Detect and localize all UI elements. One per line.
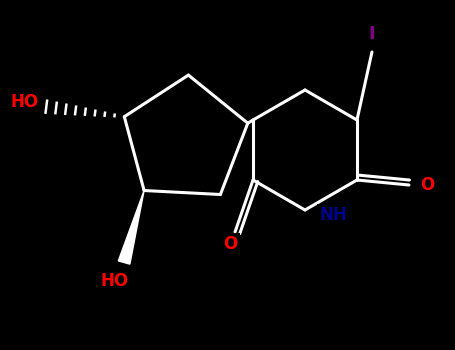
- Text: HO: HO: [100, 272, 128, 289]
- Text: O: O: [420, 176, 434, 194]
- Polygon shape: [118, 190, 144, 264]
- Text: HO: HO: [10, 93, 38, 111]
- Text: I: I: [369, 25, 375, 43]
- Text: O: O: [223, 235, 237, 253]
- Text: NH: NH: [319, 206, 347, 224]
